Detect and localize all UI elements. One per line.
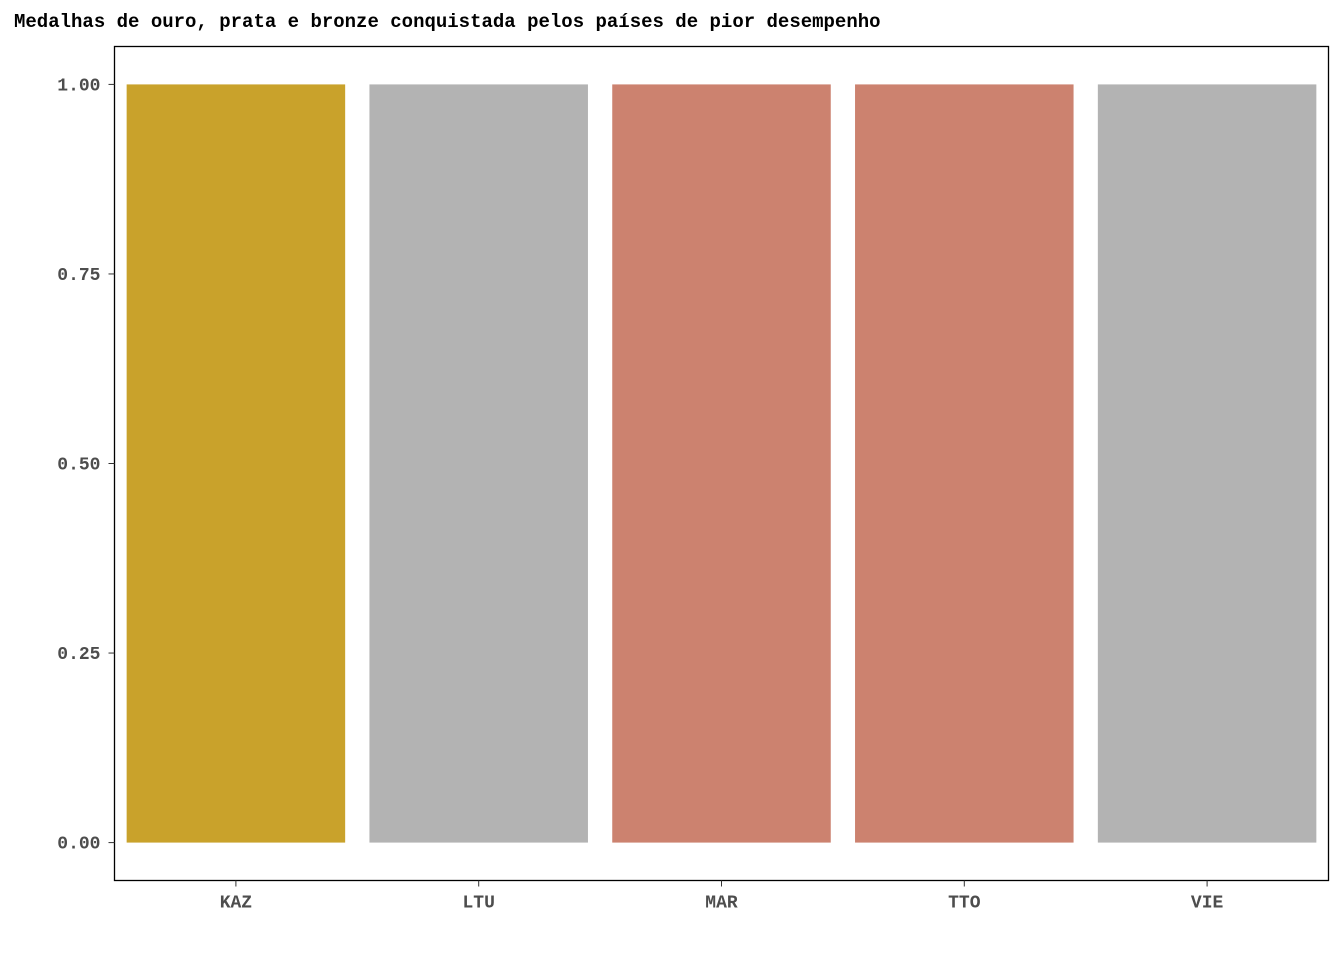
x-tick-label: KAZ: [220, 894, 252, 914]
x-tick-label: LTU: [462, 894, 494, 914]
bar-kaz: [126, 84, 346, 843]
y-tick-label: 0.25: [57, 645, 100, 665]
bar-vie: [1097, 84, 1317, 843]
y-tick-label: 0.00: [57, 835, 100, 855]
x-axis: KAZ LTU MAR TTO VIE: [220, 880, 1224, 914]
x-tick-label: MAR: [705, 894, 738, 914]
bar-tto: [855, 84, 1074, 843]
chart-title: Medalhas de ouro, prata e bronze conquis…: [14, 11, 881, 33]
bars-layer: [126, 84, 1317, 843]
bar-mar: [612, 84, 831, 843]
y-tick-label: 1.00: [57, 76, 100, 96]
x-tick-label: VIE: [1191, 894, 1224, 914]
bar-ltu: [369, 84, 588, 843]
y-axis: 0.00 0.25 0.50 0.75 1.00: [57, 76, 115, 855]
x-tick-label: TTO: [948, 894, 981, 914]
y-tick-label: 0.75: [57, 266, 100, 286]
y-tick-label: 0.50: [57, 456, 100, 476]
